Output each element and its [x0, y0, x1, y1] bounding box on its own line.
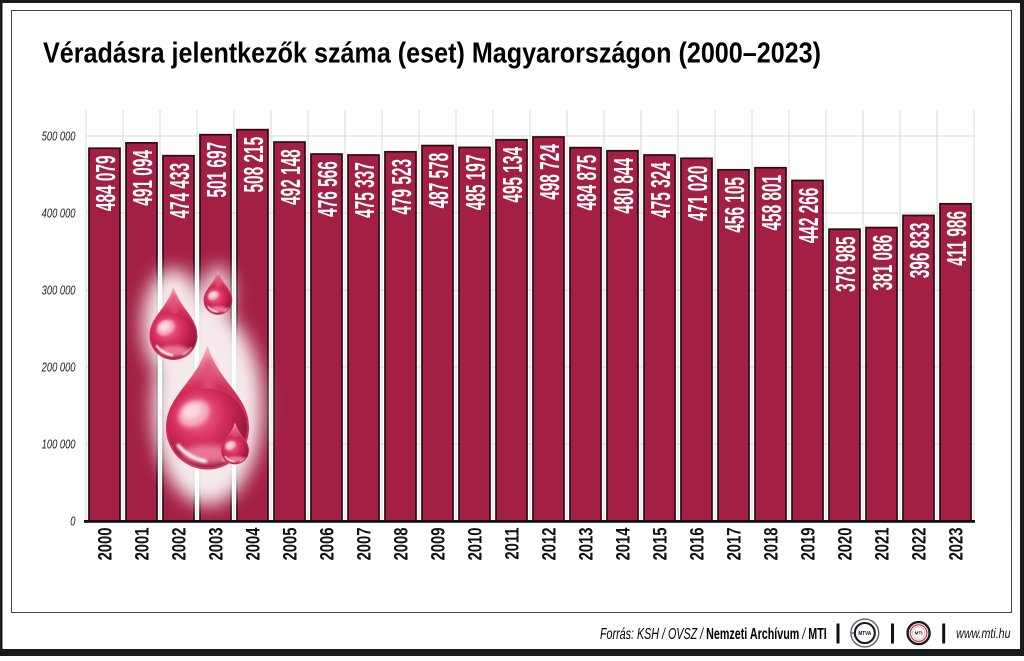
svg-text:100 000: 100 000: [42, 438, 77, 452]
svg-text:2004: 2004: [243, 527, 264, 560]
svg-text:475 337: 475 337: [349, 162, 380, 218]
svg-text:492 148: 492 148: [275, 149, 306, 205]
svg-text:2008: 2008: [391, 528, 412, 561]
svg-text:2010: 2010: [465, 528, 486, 561]
svg-text:411 986: 411 986: [941, 211, 972, 266]
svg-text:2018: 2018: [761, 528, 782, 561]
svg-text:2023: 2023: [946, 528, 967, 561]
svg-text:2002: 2002: [169, 528, 190, 561]
svg-text:2009: 2009: [428, 528, 449, 561]
svg-text:378 985: 378 985: [830, 236, 861, 292]
svg-text:484 079: 484 079: [90, 155, 121, 211]
svg-text:508 215: 508 215: [238, 137, 269, 193]
svg-text:www.mti.hu: www.mti.hu: [956, 626, 1010, 642]
svg-text:2001: 2001: [132, 528, 153, 561]
svg-text:501 697: 501 697: [201, 142, 232, 198]
svg-text:2003: 2003: [206, 528, 227, 561]
svg-text:2015: 2015: [650, 528, 671, 561]
svg-text:479 523: 479 523: [386, 159, 417, 215]
svg-text:Forrás: KSH / OVSZ / Nemzeti A: Forrás: KSH / OVSZ / Nemzeti Archívum / …: [600, 625, 827, 643]
svg-text:2017: 2017: [724, 528, 745, 561]
svg-text:381 086: 381 086: [867, 235, 898, 291]
svg-text:2019: 2019: [798, 528, 819, 561]
svg-text:500 000: 500 000: [42, 130, 77, 144]
svg-text:480 844: 480 844: [608, 158, 639, 214]
svg-text:2007: 2007: [354, 528, 375, 561]
svg-text:495 134: 495 134: [497, 147, 528, 203]
svg-text:396 833: 396 833: [904, 223, 935, 279]
svg-text:456 105: 456 105: [719, 177, 750, 233]
svg-text:0: 0: [70, 515, 76, 529]
svg-text:471 020: 471 020: [682, 166, 713, 222]
svg-text:MTI: MTI: [915, 631, 923, 636]
svg-text:498 724: 498 724: [534, 144, 565, 200]
svg-text:2011: 2011: [502, 528, 523, 560]
svg-text:200 000: 200 000: [41, 361, 76, 375]
svg-text:2016: 2016: [687, 528, 708, 561]
svg-text:485 197: 485 197: [460, 155, 491, 211]
svg-text:487 578: 487 578: [423, 153, 454, 209]
svg-text:2012: 2012: [539, 528, 560, 561]
svg-text:2000: 2000: [95, 528, 116, 561]
svg-text:484 875: 484 875: [571, 155, 602, 211]
svg-text:2005: 2005: [280, 528, 301, 561]
svg-text:2006: 2006: [317, 528, 338, 561]
svg-text:2020: 2020: [835, 528, 856, 561]
svg-text:491 094: 491 094: [127, 150, 158, 206]
svg-text:475 324: 475 324: [645, 162, 676, 218]
svg-text:300 000: 300 000: [42, 284, 77, 298]
svg-text:458 801: 458 801: [756, 175, 787, 231]
svg-text:2014: 2014: [613, 527, 634, 560]
svg-text:476 566: 476 566: [312, 161, 343, 217]
svg-text:474 433: 474 433: [164, 163, 195, 219]
svg-text:400 000: 400 000: [42, 207, 77, 221]
svg-text:2013: 2013: [576, 528, 597, 561]
svg-text:MTVA: MTVA: [858, 631, 871, 637]
svg-text:2021: 2021: [872, 528, 893, 561]
svg-text:442 266: 442 266: [793, 188, 824, 244]
svg-text:2022: 2022: [909, 528, 930, 561]
svg-text:Véradásra jelentkezők száma (e: Véradásra jelentkezők száma (eset) Magya…: [43, 36, 821, 69]
